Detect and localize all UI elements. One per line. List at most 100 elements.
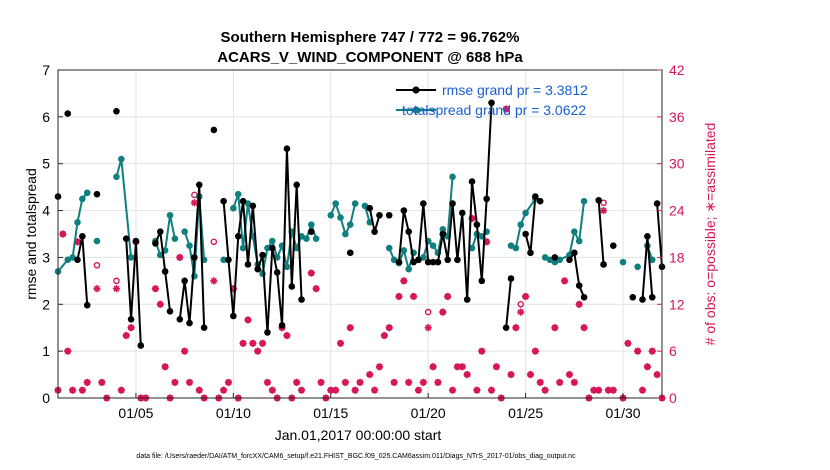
obs-assimilated-point: [638, 386, 647, 394]
rmse-point: [200, 324, 208, 332]
totalspread-point: [512, 244, 520, 252]
obs-star-stroke: [386, 324, 393, 331]
rmse-point: [166, 308, 174, 315]
rmse-point: [580, 293, 588, 301]
obs-assimilated-point: [69, 386, 77, 394]
rmse-point: [648, 293, 656, 301]
obs-star-stroke: [429, 363, 437, 370]
obs-assimilated-point: [400, 277, 408, 285]
obs-star-stroke: [478, 348, 485, 355]
rmse-line-segment: [222, 147, 303, 334]
obs-assimilated-point: [283, 331, 291, 340]
legend: rmse grand pr = 3.3812 totalspread grand…: [396, 82, 588, 118]
x-tick-label: 01/05: [118, 405, 153, 421]
totalspread-point: [74, 218, 81, 226]
obs-assimilated-point: [244, 316, 252, 324]
rmse-point: [122, 235, 130, 242]
rmse-point: [366, 204, 374, 212]
obs-star-stroke: [196, 387, 203, 394]
rmse-point: [405, 228, 413, 235]
obs-star-stroke: [181, 348, 188, 355]
obs-assimilated-point: [356, 378, 364, 386]
totalspread-point: [79, 195, 86, 203]
obs-assimilated-point: [434, 378, 442, 386]
y-tick-label: 6: [42, 109, 50, 125]
obs-assimilated-point: [653, 370, 661, 379]
obs-assimilated-point: [385, 324, 393, 332]
obs-assimilated-point: [78, 386, 86, 394]
totalspread-point: [186, 242, 193, 250]
obs-assimilated-point: [444, 292, 452, 301]
rmse-point: [186, 319, 193, 327]
rmse-point: [254, 265, 262, 273]
obs-assimilated-point: [127, 324, 135, 332]
rmse-point: [298, 296, 305, 303]
obs-assimilated-point: [643, 363, 651, 371]
rmse-point: [161, 268, 169, 275]
totalspread-point: [93, 237, 101, 245]
obs-possible-point: [517, 300, 525, 308]
obs-assimilated-point: [624, 339, 632, 347]
obs-assimilated-point: [599, 206, 608, 215]
obs-assimilated-point: [609, 386, 617, 394]
obs-assimilated-point: [297, 386, 306, 394]
obs-star-stroke: [400, 277, 407, 284]
obs-star-stroke: [79, 387, 86, 394]
rmse-point: [230, 312, 237, 320]
obs-star-stroke: [313, 285, 320, 292]
obs-star-stroke: [473, 387, 480, 394]
totalspread-point: [166, 211, 174, 219]
obs-assimilated-point: [332, 386, 340, 394]
obs-star-stroke: [118, 387, 125, 394]
rmse-point: [127, 315, 135, 323]
obs-possible-point: [113, 277, 120, 285]
rmse-point: [483, 195, 490, 203]
x-tick-label: 01/20: [411, 405, 446, 421]
y-axis-label: rmse and totalspread: [23, 168, 39, 300]
obs-assimilated-point: [419, 378, 427, 386]
y-tick-label: 5: [42, 156, 50, 172]
obs-star-stroke: [220, 387, 227, 394]
obs-assimilated-point: [254, 347, 262, 355]
rmse-point: [288, 283, 296, 290]
rmse-point: [473, 221, 481, 228]
obs-star-stroke: [512, 324, 519, 331]
x-ticks: 01/05 01/10 01/15 01/20 01/25 01/30: [118, 393, 641, 421]
obs-star-stroke: [649, 348, 656, 355]
obs-assimilated-point: [64, 347, 72, 355]
obs-assimilated-point: [487, 386, 496, 394]
totalspread-point: [517, 221, 525, 228]
obs-assimilated-point: [98, 378, 106, 386]
totalspread-point: [522, 209, 529, 217]
rmse-line-segment: [524, 195, 541, 254]
rmse-line-segment: [656, 203, 663, 267]
obs-star-stroke: [381, 332, 388, 339]
y-tick-label: 1: [42, 343, 50, 359]
obs-star-stroke: [283, 332, 291, 339]
rmse-point: [278, 322, 286, 329]
obs-assimilated-point: [151, 285, 160, 293]
y-axis-label-right: # of obs: o=possible; ∗=assimilated: [702, 123, 718, 346]
obs-assimilated-point: [190, 199, 198, 207]
y-tick-label: 7: [42, 62, 50, 78]
totalspread-point: [648, 256, 656, 264]
totalspread-point: [269, 237, 276, 245]
rmse-point: [454, 256, 461, 264]
rmse-point: [639, 296, 646, 303]
series-lines: [54, 99, 666, 349]
plot-frame: [57, 69, 663, 399]
obs-assimilated-point: [195, 386, 203, 394]
rmse-point: [575, 282, 583, 289]
obs-star-stroke: [561, 277, 568, 284]
obs-assimilated-point: [531, 347, 539, 355]
obs-star-stroke: [308, 269, 315, 277]
rmse-point: [283, 145, 291, 153]
obs-assimilated-point: [73, 238, 82, 246]
rmse-line-segment: [568, 251, 585, 298]
y-tick-label: 2: [42, 296, 50, 312]
obs-assimilated-point: [507, 370, 515, 379]
x-axis-label: Jan.01,2017 00:00:00 start: [275, 427, 442, 443]
totalspread-point: [400, 247, 408, 254]
y-right-tick-label: 42: [669, 62, 685, 78]
totalspread-point: [113, 173, 120, 181]
